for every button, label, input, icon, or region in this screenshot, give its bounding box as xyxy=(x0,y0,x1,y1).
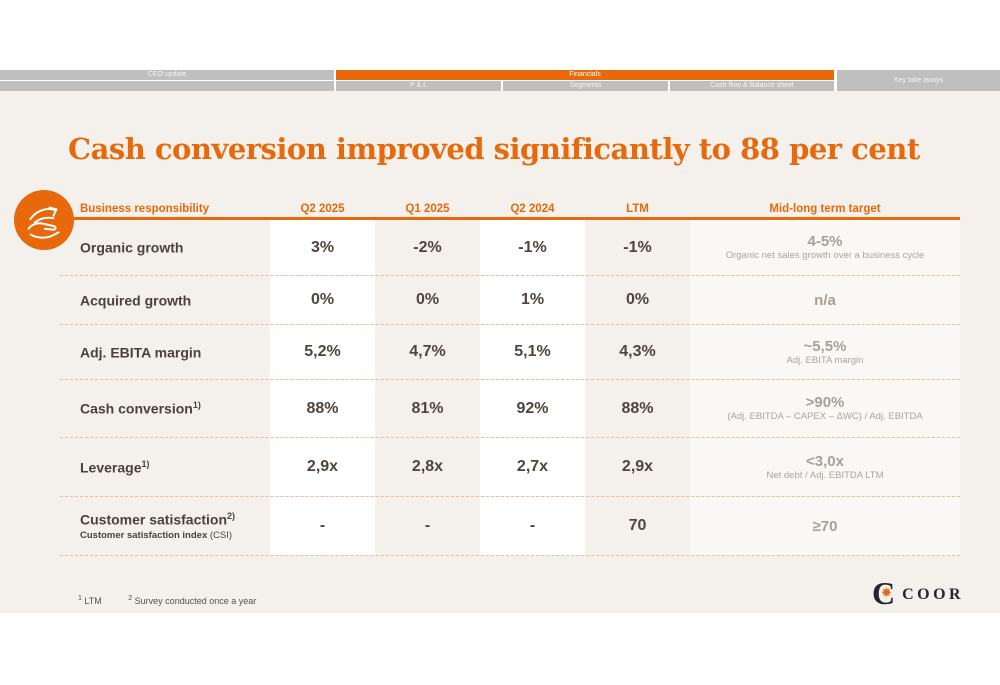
cell-target: >90% (Adj. EBITDA – CAPEX – ΔWC) / Adj. … xyxy=(690,380,960,437)
cell-q2-2024: 92% xyxy=(480,380,585,437)
cell-ltm: 70 xyxy=(628,517,647,534)
hand-with-rising-arrow-icon xyxy=(14,190,74,250)
cell-q2-2025: 88% xyxy=(270,380,375,437)
target-value: ≥70 xyxy=(812,517,838,535)
col-header-q2-2025: Q2 2025 xyxy=(300,203,345,215)
cell-ltm: -1% xyxy=(623,238,652,256)
table-row-acquired-growth: Acquired growth 0% 0% 1% 0% n/a xyxy=(60,276,960,325)
target-description: (Adj. EBITDA – CAPEX – ΔWC) / Adj. EBITD… xyxy=(727,411,923,422)
cell-target: <3,0x Net debt / Adj. EBITDA LTM xyxy=(690,438,960,496)
footnote-1: 1 LTM xyxy=(78,595,102,606)
row-label: Acquired growth xyxy=(80,292,192,309)
col-header-q2-2024: Q2 2024 xyxy=(510,203,555,215)
nav-tab-financials[interactable]: Financials xyxy=(336,70,834,80)
cell-q2-2024: 1% xyxy=(480,276,585,324)
cell-target: ~5,5% Adj. EBITA margin xyxy=(690,325,960,379)
table-row-customer-satisfaction: Customer satisfaction2) Customer satisfa… xyxy=(60,497,960,556)
cell-target: 4-5% Organic net sales growth over a bus… xyxy=(690,220,960,275)
cell-q2-2024: 2,7x xyxy=(480,438,585,496)
footnote-marker: 1) xyxy=(192,400,201,411)
table-header-row: Business responsibility Q2 2025 Q1 2025 … xyxy=(60,198,960,220)
cell-target: ≥70 xyxy=(690,497,960,555)
target-value: n/a xyxy=(814,291,836,309)
cell-q2-2025: 3% xyxy=(270,220,375,275)
cell-ltm: 4,3% xyxy=(619,343,656,360)
table-row-cash-conversion: Cash conversion1) 88% 81% 92% 88% >90% (… xyxy=(60,380,960,438)
col-header-target: Mid-long term target xyxy=(769,203,881,215)
table-row-organic-growth: Organic growth 3% -2% -1% -1% 4-5% Organ… xyxy=(60,220,960,276)
nav-subtab-spacer xyxy=(0,81,334,91)
target-value: >90% xyxy=(805,394,845,411)
col-header-business-responsibility: Business responsibility xyxy=(80,203,210,215)
table-row-leverage: Leverage1) 2,9x 2,8x 2,7x 2,9x <3,0x Net… xyxy=(60,438,960,497)
cell-q2-2025: - xyxy=(270,497,375,555)
cell-target: n/a xyxy=(690,276,960,324)
logo-monogram: C xyxy=(872,575,896,611)
table-row-adj-ebita-margin: Adj. EBITA margin 5,2% 4,7% 5,1% 4,3% ~5… xyxy=(60,325,960,380)
row-label: Organic growth xyxy=(80,239,184,256)
cell-q1-2025: 4,7% xyxy=(409,343,446,360)
cell-q2-2024: - xyxy=(480,497,585,555)
cell-q2-2025: 2,9x xyxy=(270,438,375,496)
cell-q1-2025: 81% xyxy=(411,399,444,417)
cell-q2-2025: 5,2% xyxy=(270,325,375,379)
nav-tab-ceo-update[interactable]: CEO update xyxy=(0,70,334,80)
footnote-2: 2 Survey conducted once a year xyxy=(128,595,257,606)
nav-subtab-pl[interactable]: P & L xyxy=(336,81,501,91)
footnote-marker: 2) xyxy=(227,511,236,522)
target-value: <3,0x xyxy=(806,452,844,470)
cell-q2-2024: -1% xyxy=(480,220,585,275)
footnote-marker: 1) xyxy=(141,458,150,469)
cell-q1-2025: -2% xyxy=(413,238,442,256)
row-label: Customer satisfaction2) xyxy=(80,511,236,528)
eight-point-star-icon: ✸ xyxy=(881,586,892,602)
row-sublabel: Customer satisfaction index (CSI) xyxy=(80,529,233,541)
cell-ltm: 2,9x xyxy=(621,458,654,475)
target-description: Organic net sales growth over a business… xyxy=(725,250,925,261)
cell-q1-2025: - xyxy=(424,517,431,534)
logo-wordmark: COOR xyxy=(902,586,965,603)
target-value: ~5,5% xyxy=(803,337,847,355)
target-description: Net debt / Adj. EBITDA LTM xyxy=(766,469,884,481)
col-header-ltm: LTM xyxy=(626,203,649,215)
cell-q1-2025: 2,8x xyxy=(411,458,444,475)
nav-tab-key-takeaways[interactable]: Key take aways xyxy=(837,70,1000,91)
row-label: Cash conversion1) xyxy=(80,400,201,417)
nav-subtab-segments[interactable]: Segments xyxy=(503,81,668,91)
row-label: Adj. EBITA margin xyxy=(80,344,202,361)
row-label: Leverage1) xyxy=(80,458,150,476)
target-value: 4-5% xyxy=(807,233,843,250)
coor-logo: C ✸ COOR xyxy=(872,575,965,611)
cell-ltm: 0% xyxy=(625,291,650,308)
page-title: Cash conversion improved significantly t… xyxy=(68,132,920,166)
cell-q2-2024: 5,1% xyxy=(480,325,585,379)
col-header-q1-2025: Q1 2025 xyxy=(405,203,450,215)
cell-ltm: 88% xyxy=(621,399,654,417)
kpi-table: Business responsibility Q2 2025 Q1 2025 … xyxy=(60,198,960,556)
cell-q1-2025: 0% xyxy=(415,291,440,308)
footnotes: 1 LTM 2 Survey conducted once a year xyxy=(78,595,256,606)
target-description: Adj. EBITA margin xyxy=(786,354,864,366)
cell-q2-2025: 0% xyxy=(270,276,375,324)
nav-subtab-cashflow-balance-sheet[interactable]: Cash flow & Balance sheet xyxy=(670,81,834,91)
